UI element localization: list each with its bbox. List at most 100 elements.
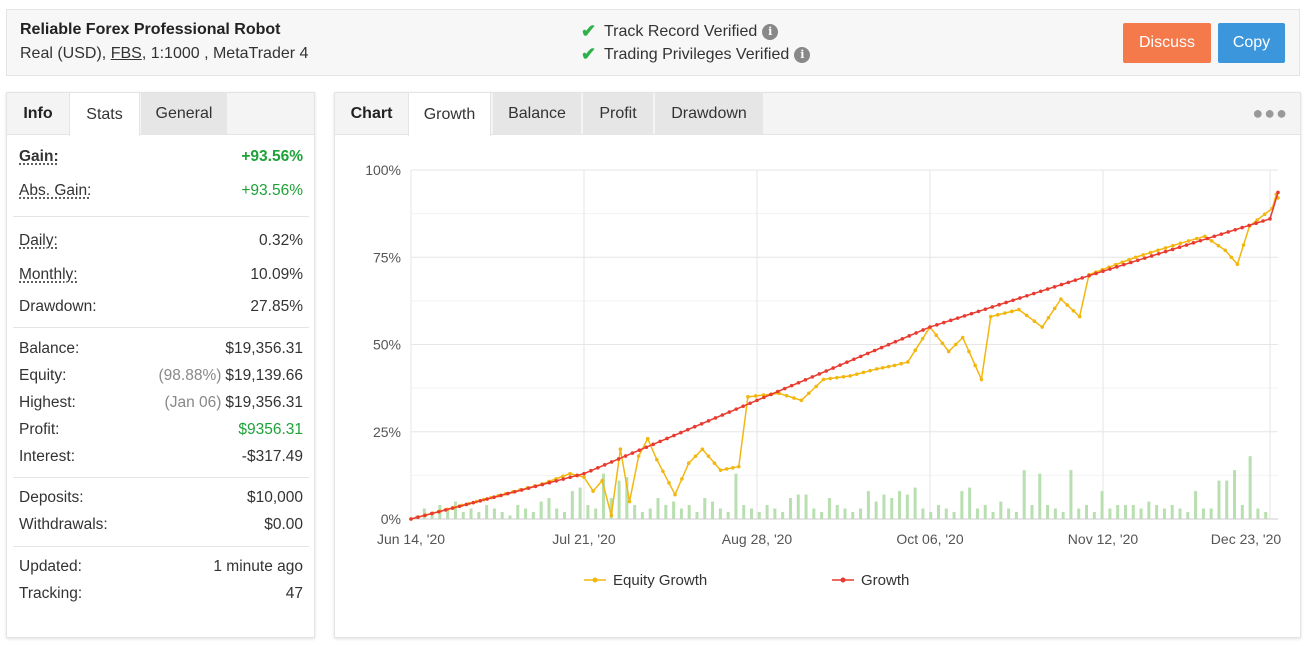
discuss-button[interactable]: Discuss <box>1123 23 1211 63</box>
daily-bar <box>1147 501 1151 519</box>
daily-bar <box>835 505 839 519</box>
tab-chart[interactable]: Chart <box>350 105 393 122</box>
daily-bar <box>633 505 637 519</box>
equity-growth-point <box>1255 218 1259 222</box>
equity-growth-point <box>886 364 891 369</box>
equity-growth-point <box>680 477 684 481</box>
daily-bar <box>890 498 894 519</box>
info-icon[interactable]: i <box>762 23 779 40</box>
growth-point <box>1184 243 1189 247</box>
growth-point <box>948 318 953 323</box>
growth-point <box>658 439 662 444</box>
daily-bar <box>929 512 933 519</box>
equity-growth-point <box>686 461 691 465</box>
daily-bar <box>991 512 995 519</box>
growth-point <box>547 480 552 485</box>
equity-growth-point <box>706 454 711 458</box>
system-title: Reliable Forex Professional Robot <box>20 21 281 38</box>
growth-point <box>450 506 455 510</box>
daily-bar <box>679 508 683 519</box>
x-tick-label: Aug 28, '20 <box>722 531 793 547</box>
equity-growth-point <box>667 481 671 485</box>
y-tick-label: 25% <box>373 424 401 440</box>
growth-point <box>713 416 718 420</box>
tab-general[interactable]: General <box>141 93 227 135</box>
growth-point <box>983 307 988 311</box>
account-details: Real (USD), FBS, 1:1000 , MetaTrader 4 <box>20 45 308 63</box>
info-icon[interactable]: i <box>794 46 811 63</box>
growth-point <box>1276 190 1280 195</box>
growth-point <box>616 457 621 461</box>
growth-point <box>1149 254 1154 258</box>
growth-point <box>900 336 905 341</box>
equity-growth-point <box>1209 239 1214 243</box>
daily-bar <box>1233 470 1237 519</box>
growth-point <box>1101 269 1105 274</box>
growth-point <box>1115 265 1119 269</box>
daily-bar <box>508 515 512 519</box>
growth-point <box>1038 289 1043 294</box>
equity-growth-point <box>753 394 758 398</box>
daily-bar <box>695 512 699 519</box>
growth-point <box>526 486 531 490</box>
equity-growth-point <box>1262 212 1267 217</box>
growth-point <box>651 442 655 447</box>
growth-point <box>1205 236 1210 241</box>
daily-bar <box>586 505 590 519</box>
check-icon: ✔ <box>581 44 597 64</box>
equity-growth-point <box>934 333 939 337</box>
growth-point <box>1066 280 1071 285</box>
equity-growth-point <box>600 478 605 483</box>
growth-point <box>1261 219 1265 223</box>
stats-tabs: Info Stats General <box>7 93 314 136</box>
y-tick-label: 100% <box>365 162 401 178</box>
stat-daily: Daily: 0.32% <box>19 232 303 249</box>
chart-tabs: Chart Growth Balance Profit Drawdown ●●● <box>335 93 1300 136</box>
more-dots-icon[interactable]: ●●● <box>1252 103 1288 123</box>
growth-point <box>942 320 946 325</box>
divider <box>13 327 309 328</box>
equity-growth-point <box>988 314 993 319</box>
tab-info[interactable]: Info <box>23 105 53 122</box>
growth-point <box>1219 232 1224 236</box>
daily-bar <box>1209 508 1213 519</box>
broker-link[interactable]: FBS <box>110 45 142 62</box>
stat-withdrawals: Withdrawals: $0.00 <box>19 516 303 533</box>
daily-bar <box>687 505 691 519</box>
daily-bar <box>827 498 831 519</box>
equity-growth-point <box>1163 246 1168 250</box>
growth-point <box>865 351 870 356</box>
daily-bar <box>1240 505 1244 519</box>
equity-growth-point <box>700 447 705 452</box>
tab-stats[interactable]: Stats <box>69 93 140 136</box>
track-record-verified: ✔ Track Record Verified i <box>581 21 779 42</box>
growth-point <box>582 471 586 476</box>
daily-bar <box>625 477 629 519</box>
growth-point <box>436 509 441 514</box>
copy-button[interactable]: Copy <box>1218 23 1285 63</box>
tab-growth[interactable]: Growth <box>408 93 491 136</box>
equity-growth-point <box>1186 239 1191 243</box>
daily-bar <box>1264 512 1268 519</box>
growth-point <box>1212 234 1217 239</box>
check-icon: ✔ <box>581 21 597 41</box>
growth-point <box>1087 273 1091 278</box>
equity-growth-point <box>1141 253 1145 257</box>
growth-point <box>1122 262 1126 267</box>
legend-label: Growth <box>861 572 909 589</box>
growth-point <box>1156 251 1161 256</box>
stat-equity: Equity: (98.88%) $19,139.66 <box>19 367 303 384</box>
equity-growth-point <box>880 365 885 370</box>
legend-marker <box>592 577 598 583</box>
equity-growth-point <box>655 457 659 462</box>
growth-point <box>692 424 697 429</box>
equity-growth-point <box>814 384 818 389</box>
daily-bar <box>1155 505 1159 519</box>
tab-balance[interactable]: Balance <box>493 93 581 135</box>
growth-point <box>533 484 538 489</box>
tab-drawdown[interactable]: Drawdown <box>655 93 763 135</box>
daily-bar <box>898 491 902 519</box>
growth-point <box>1045 287 1050 291</box>
tab-profit[interactable]: Profit <box>583 93 653 135</box>
daily-bar <box>492 508 496 519</box>
